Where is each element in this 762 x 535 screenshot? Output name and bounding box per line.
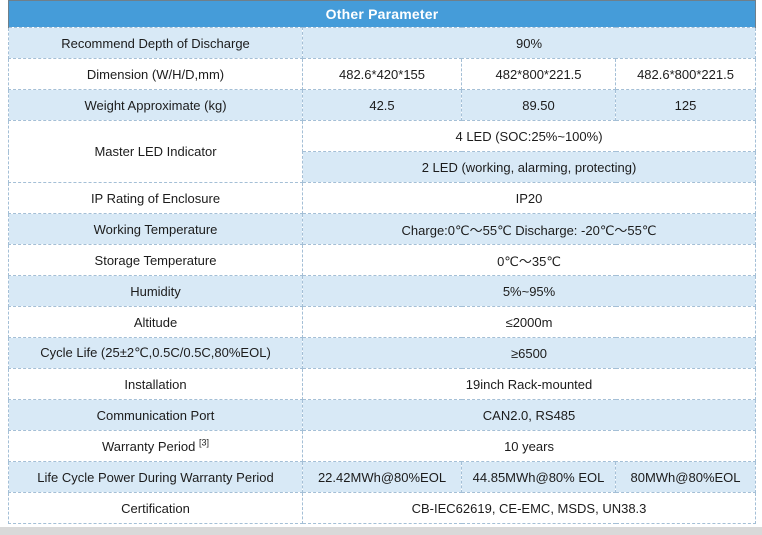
row-value: 80MWh@80%EOL	[614, 461, 757, 493]
row-label: Working Temperature	[8, 213, 303, 245]
row-value: 482.6*420*155	[302, 58, 462, 90]
row-value: IP20	[301, 182, 757, 214]
table-row: Weight Approximate (kg) 42.5 89.50 125	[8, 89, 757, 121]
row-label: Life Cycle Power During Warranty Period	[8, 461, 303, 493]
table-row: Altitude ≤2000m	[8, 306, 757, 338]
row-value: 42.5	[302, 89, 462, 121]
row-value: 22.42MWh@80%EOL	[302, 461, 462, 493]
row-value: 10 years	[301, 430, 757, 462]
table-row: Cycle Life (25±2℃,0.5C/0.5C,80%EOL) ≥650…	[8, 337, 757, 369]
row-label: Altitude	[8, 306, 303, 338]
table-row: Life Cycle Power During Warranty Period …	[8, 461, 757, 493]
row-label: Master LED Indicator	[8, 120, 303, 183]
table-row: Warranty Period [3] 10 years	[8, 430, 757, 462]
row-label-text: Warranty Period	[101, 438, 196, 454]
table-header-row: Other Parameter	[7, 0, 757, 28]
row-label: Recommend Depth of Discharge	[8, 27, 303, 59]
row-value: 19inch Rack-mounted	[301, 368, 757, 400]
row-label: Cycle Life (25±2℃,0.5C/0.5C,80%EOL)	[8, 337, 303, 369]
table-row: Working Temperature Charge:0℃～55℃ Discha…	[8, 213, 757, 245]
row-value: 4 LED (SOC:25%~100%)	[301, 120, 757, 152]
row-value: ≤2000m	[301, 306, 757, 338]
row-value: CB-IEC62619, CE-EMC, MSDS, UN38.3	[301, 492, 757, 524]
table-row: IP Rating of Enclosure IP20	[8, 182, 757, 214]
footnote-marker: [3]	[199, 437, 210, 448]
table-row: Certification CB-IEC62619, CE-EMC, MSDS,…	[8, 492, 757, 524]
row-label: Humidity	[8, 275, 303, 307]
table-row: Master LED Indicator 4 LED (SOC:25%~100%…	[8, 120, 757, 183]
row-value: ≥6500	[301, 337, 757, 369]
table-row: Storage Temperature 0℃～35℃	[8, 244, 757, 276]
table-row: Installation 19inch Rack-mounted	[8, 368, 757, 400]
row-label: Storage Temperature	[8, 244, 303, 276]
table-row: Humidity 5%~95%	[8, 275, 757, 307]
row-label: Dimension (W/H/D,mm)	[8, 58, 303, 90]
row-value: 0℃～35℃	[301, 244, 757, 276]
row-value: 2 LED (working, alarming, protecting)	[301, 151, 757, 183]
other-parameter-table: Other Parameter Recommend Depth of Disch…	[7, 0, 757, 524]
row-value: CAN2.0, RS485	[301, 399, 757, 431]
row-value: 482.6*800*221.5	[614, 58, 757, 90]
row-label: Installation	[8, 368, 303, 400]
row-value: 90%	[301, 27, 757, 59]
row-value: 5%~95%	[301, 275, 757, 307]
row-value: 89.50	[461, 89, 616, 121]
table-title: Other Parameter	[7, 0, 757, 28]
table-subrow: 2 LED (working, alarming, protecting)	[9, 151, 757, 183]
row-value: 125	[614, 89, 757, 121]
page-bottom-strip	[0, 527, 762, 535]
table-row: Recommend Depth of Discharge 90%	[8, 27, 757, 59]
row-value: Charge:0℃～55℃ Discharge: -20℃～55℃	[301, 213, 757, 245]
row-label: Certification	[8, 492, 303, 524]
table-row: Communication Port CAN2.0, RS485	[8, 399, 757, 431]
row-label: Communication Port	[8, 399, 303, 431]
row-value: 44.85MWh@80% EOL	[461, 461, 616, 493]
row-value: 482*800*221.5	[461, 58, 616, 90]
row-label: Warranty Period [3]	[8, 430, 303, 462]
row-label: Weight Approximate (kg)	[8, 89, 303, 121]
row-label: IP Rating of Enclosure	[8, 182, 303, 214]
table-row: Dimension (W/H/D,mm) 482.6*420*155 482*8…	[8, 58, 757, 90]
